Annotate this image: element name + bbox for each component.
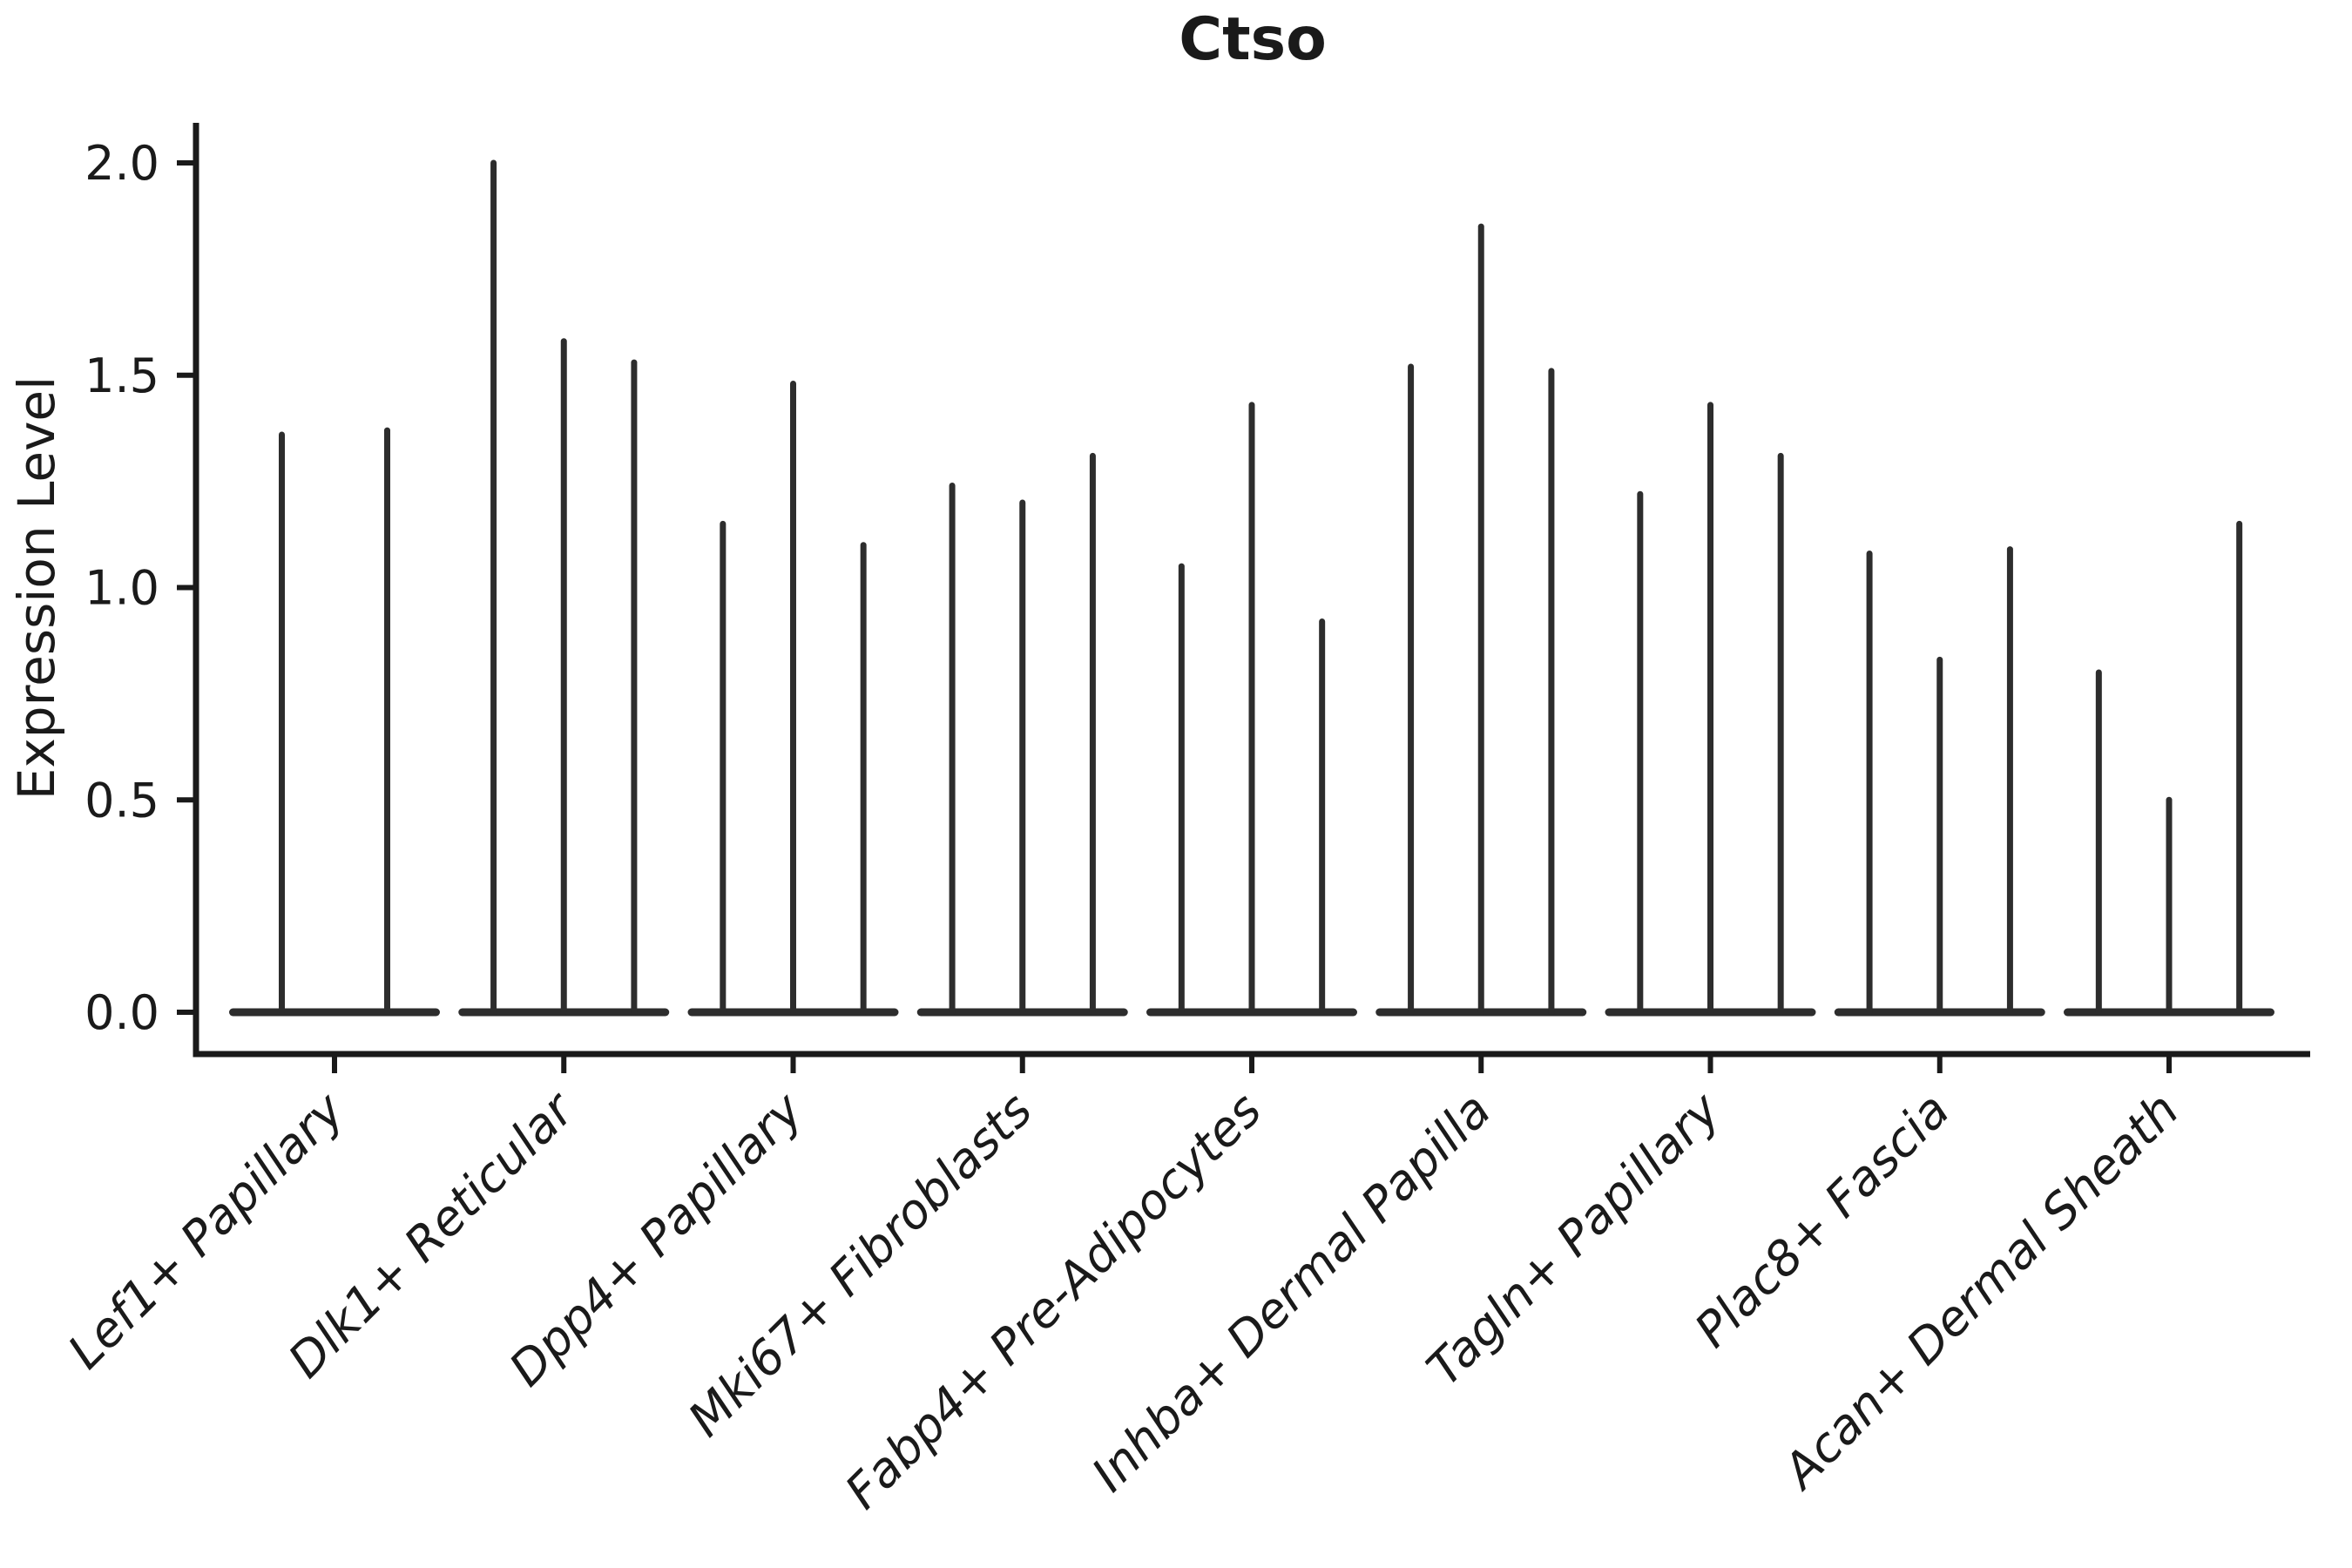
chart-title: Ctso (1179, 5, 1327, 74)
violin-group (458, 159, 670, 1017)
violin-group (1375, 223, 1587, 1017)
y-axis-label: Expression Level (7, 376, 66, 800)
violin-group (916, 452, 1128, 1017)
y-tick-label: 2.0 (84, 136, 159, 191)
violin-base (229, 1008, 440, 1017)
violin-group (2064, 520, 2274, 1017)
violin-group (1146, 402, 1357, 1017)
y-tick-label: 1.5 (84, 348, 159, 403)
y-tick-label: 0.5 (84, 773, 159, 828)
y-tick-label: 0.0 (84, 985, 159, 1040)
x-tick-label: Inhba+ Dermal Papilla (1081, 1082, 1501, 1502)
violin-group (1834, 546, 2045, 1017)
x-tick-label: Fabp4+ Pre-Adipocytes (835, 1082, 1272, 1519)
violin-group (229, 427, 440, 1017)
violin-group (1605, 402, 1816, 1017)
violins-layer (229, 159, 2274, 1017)
y-tick-label: 1.0 (84, 561, 159, 616)
x-tick-label: Acan+ Dermal Sheath (1771, 1082, 2190, 1501)
violin-group (687, 381, 899, 1017)
